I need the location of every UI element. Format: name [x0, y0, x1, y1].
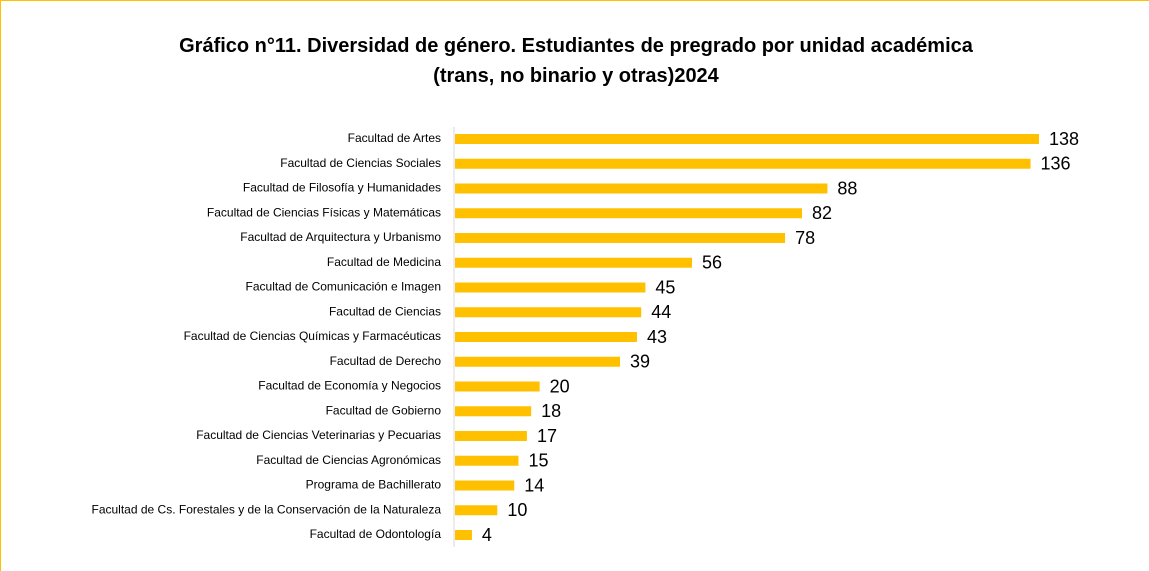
value-label: 10 [507, 500, 527, 520]
value-label: 56 [702, 253, 722, 273]
bar [455, 208, 803, 219]
category-label: Facultad de Derecho [330, 354, 442, 368]
value-label: 15 [528, 451, 548, 471]
category-label: Facultad de Medicina [327, 255, 441, 269]
category-label: Facultad de Ciencias Químicas y Farmacéu… [184, 329, 441, 343]
category-label: Facultad de Ciencias Físicas y Matemátic… [207, 205, 441, 219]
category-label: Programa de Bachillerato [306, 478, 442, 492]
bar [455, 282, 646, 293]
value-label: 39 [630, 352, 650, 372]
bar [455, 183, 828, 194]
category-label: Facultad de Odontología [310, 527, 442, 541]
bar [455, 134, 1039, 144]
value-label: 43 [647, 327, 667, 347]
bar [455, 480, 515, 491]
bar [455, 307, 642, 318]
value-label: 17 [537, 426, 557, 446]
category-label: Facultad de Cs. Forestales y de la Conse… [91, 502, 441, 516]
bar [455, 530, 472, 540]
value-label: 78 [795, 228, 815, 248]
category-label: Facultad de Economía y Negocios [258, 379, 441, 393]
category-label: Facultad de Ciencias Veterinarias y Pecu… [196, 428, 441, 442]
bar [455, 505, 498, 516]
category-label: Facultad de Filosofía y Humanidades [243, 181, 441, 195]
chart-title: Gráfico n°11. Diversidad de género. Estu… [179, 35, 973, 87]
value-label: 45 [655, 277, 675, 297]
category-label: Facultad de Arquitectura y Urbanismo [240, 230, 441, 244]
bar [455, 332, 637, 342]
value-label: 44 [651, 302, 671, 322]
bar [455, 233, 786, 243]
value-label: 20 [550, 376, 570, 396]
value-label: 82 [812, 203, 832, 223]
bar [455, 356, 621, 367]
category-label: Facultad de Gobierno [326, 403, 442, 417]
value-label: 14 [524, 475, 544, 495]
category-label: Facultad de Ciencias Agronómicas [256, 453, 441, 467]
value-label: 136 [1041, 154, 1071, 174]
value-label: 4 [482, 525, 492, 545]
value-label: 138 [1049, 129, 1079, 149]
bar [455, 381, 540, 392]
bar [455, 406, 532, 417]
bar [455, 158, 1031, 169]
category-label: Facultad de Comunicación e Imagen [246, 280, 441, 294]
bar [455, 257, 692, 268]
value-label: 88 [837, 178, 857, 198]
bar [455, 431, 527, 441]
category-label: Facultad de Ciencias Sociales [280, 156, 441, 170]
category-label: Facultad de Artes [348, 131, 441, 145]
category-label: Facultad de Ciencias [329, 304, 441, 318]
value-label: 18 [541, 401, 561, 421]
bar [455, 455, 519, 466]
